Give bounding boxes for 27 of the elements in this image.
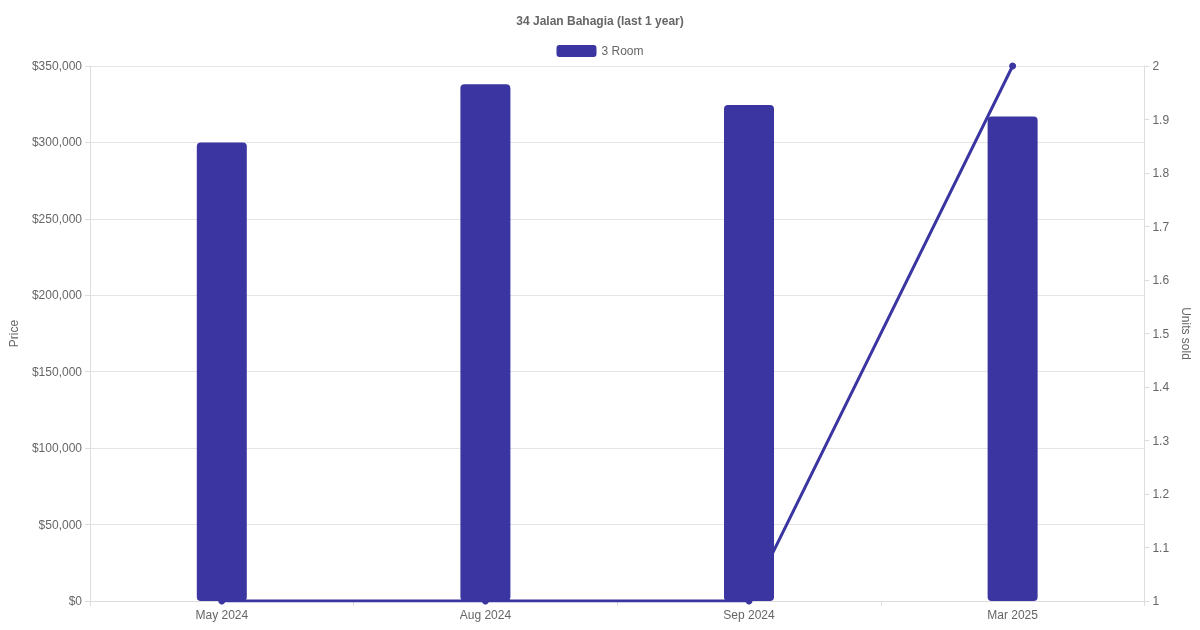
y2-tick-label: 1.4: [1152, 380, 1170, 394]
y2-tick-label: 1.1: [1152, 540, 1170, 555]
y2-tick-label: 1.8: [1152, 166, 1170, 180]
y2-tick-label: 1.6: [1152, 273, 1170, 287]
y2-tick-label: 2: [1152, 59, 1160, 73]
x-tick-label: Aug 2024: [459, 608, 512, 622]
x-tick-label: Mar 2025: [987, 608, 1039, 622]
y-tick-label: $50,000: [38, 517, 83, 532]
x-tick-label: Sep 2024: [723, 608, 776, 622]
y2-tick-label: 1.7: [1152, 219, 1170, 234]
y-axis-title: Price: [7, 319, 21, 348]
y-tick-label: $0: [68, 594, 83, 608]
y-tick-label: $250,000: [31, 211, 83, 226]
chart-title: 34 Jalan Bahagia (last 1 year): [516, 14, 684, 28]
y2-tick-label: 1.9: [1152, 112, 1170, 127]
y2-tick-label: 1: [1152, 594, 1160, 608]
y2-tick-label: 1.5: [1152, 326, 1170, 341]
y-tick-label: $350,000: [31, 59, 83, 73]
y-tick-label: $150,000: [31, 364, 83, 379]
y-tick-label: $100,000: [31, 441, 83, 456]
y2-axis-title: Units sold: [1179, 307, 1193, 360]
y2-tick-label: 1.2: [1152, 487, 1170, 501]
y2-tick-label: 1.3: [1152, 433, 1170, 448]
y-tick-label: $300,000: [31, 135, 83, 150]
x-tick-label: May 2024: [195, 608, 249, 622]
y-tick-label: $200,000: [31, 288, 83, 303]
legend-label: 3 Room: [601, 44, 644, 58]
